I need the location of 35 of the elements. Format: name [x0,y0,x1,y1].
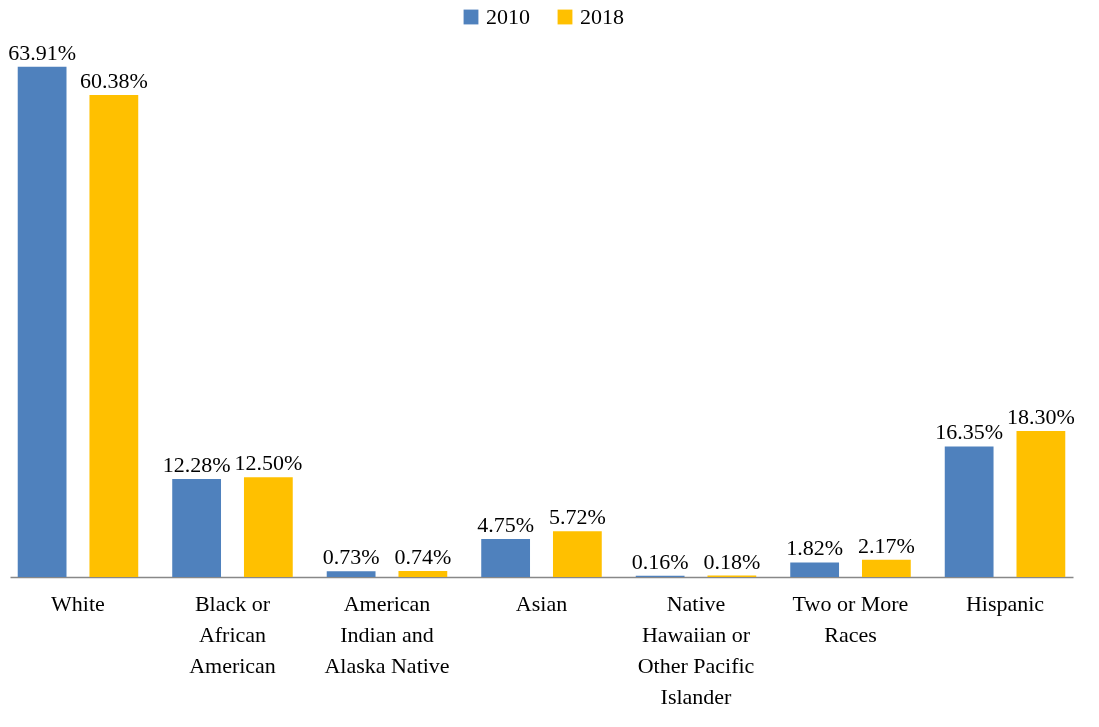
data-label: 0.74% [394,544,452,570]
x-tick-label: Native Hawaiian or Other Pacific Islander [637,590,755,709]
data-label: 4.75% [477,512,535,538]
bar [398,571,448,577]
data-label: 18.30% [1006,403,1075,429]
x-tick-label: American Indian and Alaska Native [324,590,450,678]
bar [17,66,67,577]
bar [552,531,602,577]
data-label: 63.91% [8,39,77,65]
bar [326,571,376,577]
bar [243,477,293,577]
data-label: 0.18% [703,548,761,574]
bar [172,478,222,577]
legend-label: 2010 [486,4,530,29]
x-tick-label: Black or African American [189,590,276,678]
data-label: 1.82% [786,535,844,561]
bar [89,94,139,577]
x-tick-label: White [51,590,105,616]
x-tick-label: Two or More Races [792,590,909,647]
bar [1016,430,1066,577]
data-label: 12.50% [234,450,303,476]
data-label: 2.17% [857,532,915,558]
data-label: 0.73% [322,544,380,570]
bar [944,446,994,577]
data-label: 5.72% [548,504,606,530]
bar [861,559,911,577]
bar [790,562,840,577]
data-label: 0.16% [631,548,689,574]
x-tick-label: Hispanic [965,590,1045,616]
legend-label: 2018 [580,4,624,29]
bar [481,539,531,577]
data-label: 16.35% [935,419,1004,445]
data-label: 60.38% [79,67,148,93]
data-label: 12.28% [162,451,231,477]
x-tick-label: Asian [515,590,568,616]
